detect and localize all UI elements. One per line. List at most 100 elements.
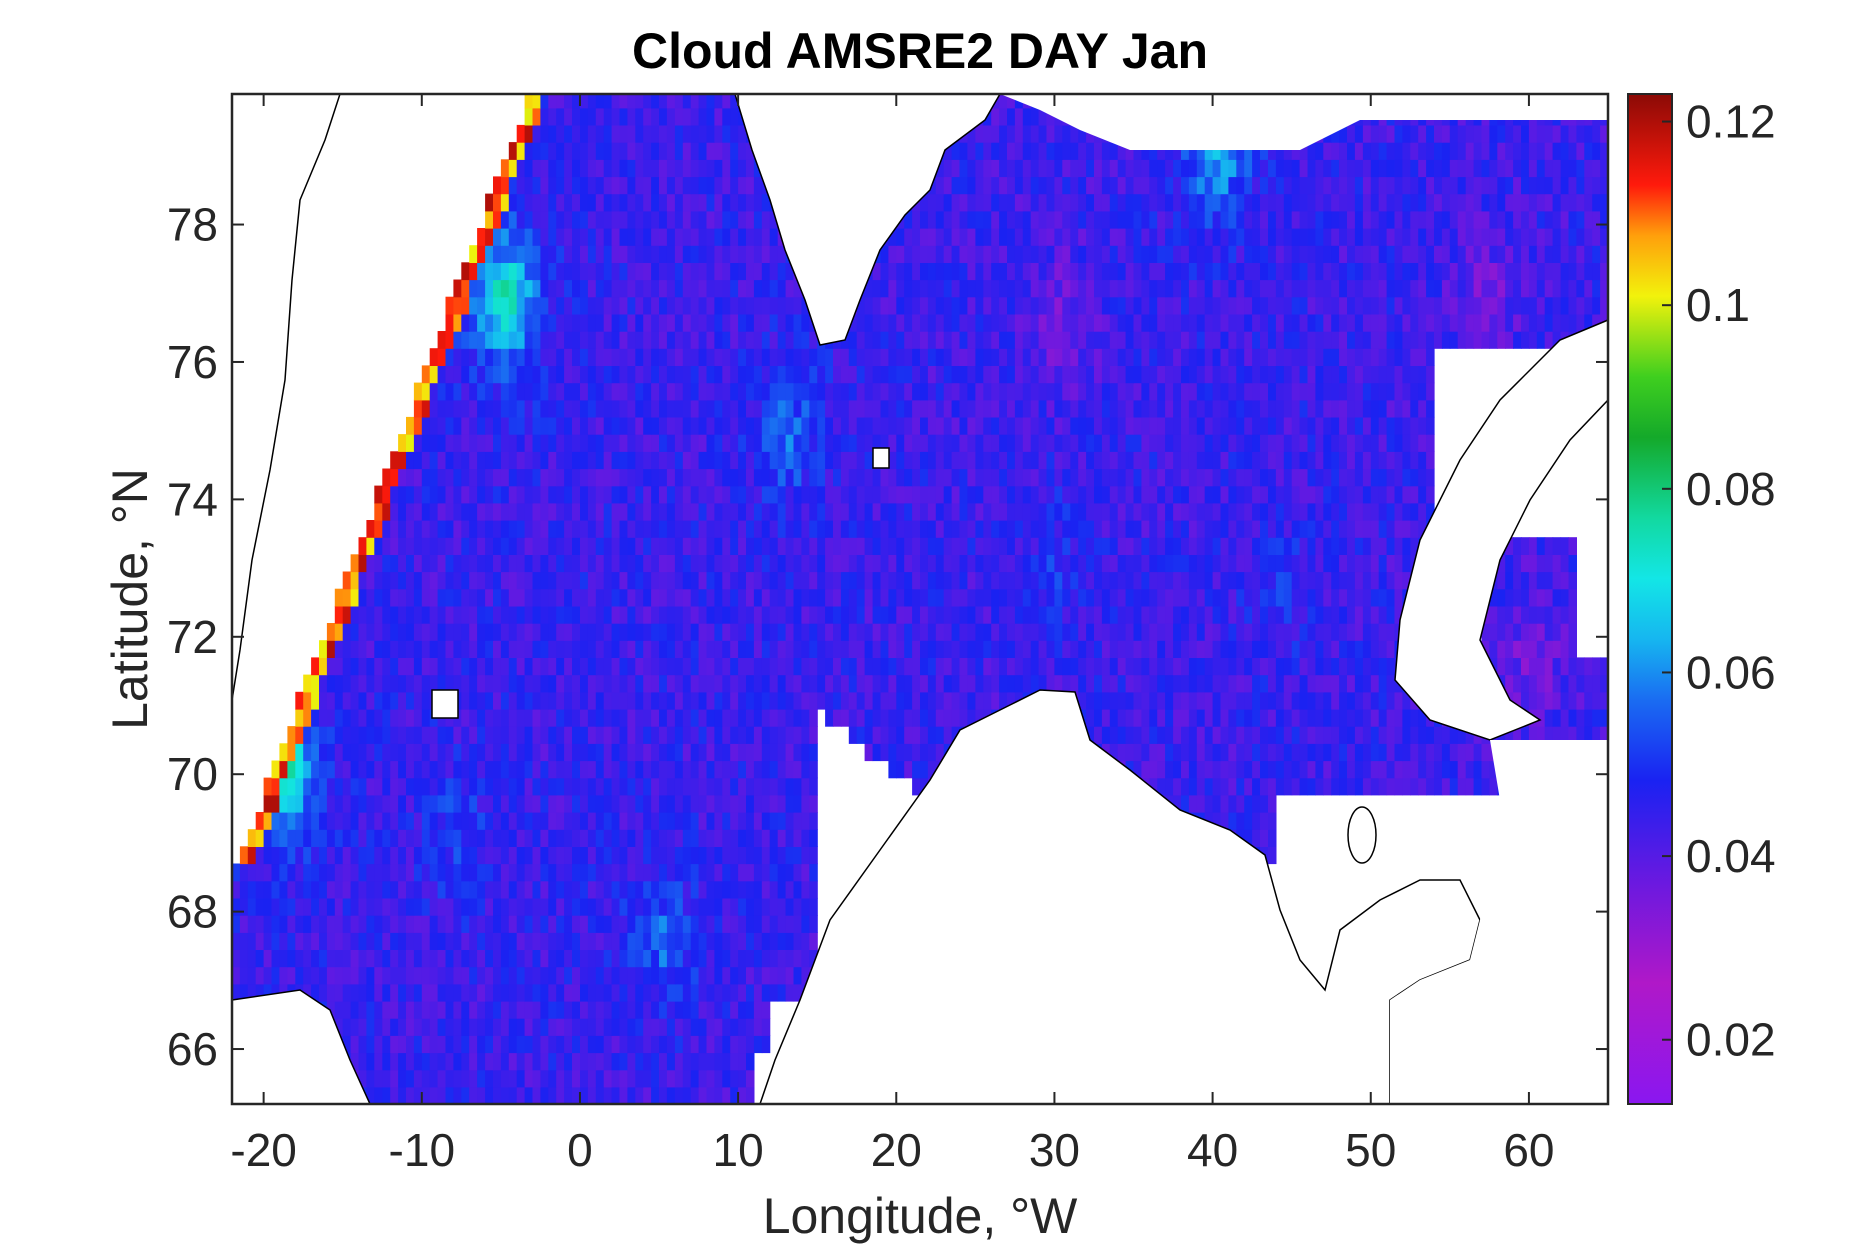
field-cell xyxy=(406,416,415,435)
field-cell xyxy=(619,554,628,573)
field-cell xyxy=(888,760,897,779)
field-cell xyxy=(864,520,874,538)
field-cell xyxy=(722,1069,731,1088)
field-cell xyxy=(587,1035,597,1054)
field-cell xyxy=(809,932,818,950)
field-cell xyxy=(429,468,439,487)
field-cell xyxy=(461,451,470,470)
field-cell xyxy=(1086,708,1095,727)
field-cell xyxy=(580,812,589,830)
field-cell xyxy=(477,1086,486,1104)
field-cell xyxy=(413,434,423,452)
field-cell xyxy=(643,863,652,882)
field-cell xyxy=(398,726,407,744)
field-cell xyxy=(738,623,747,641)
field-cell xyxy=(342,1000,352,1019)
field-cell xyxy=(508,863,518,882)
field-cell xyxy=(1141,708,1150,727)
field-cell xyxy=(398,640,407,658)
field-cell xyxy=(833,605,842,624)
field-cell xyxy=(1212,794,1222,813)
field-cell xyxy=(643,1052,652,1071)
field-cell xyxy=(888,451,897,470)
field-cell xyxy=(738,863,747,882)
field-cell xyxy=(619,966,628,985)
field-cell xyxy=(461,537,470,555)
field-cell xyxy=(1283,657,1293,676)
field-cell xyxy=(706,605,715,624)
field-cell xyxy=(1323,640,1332,658)
field-cell xyxy=(350,932,360,950)
field-cell xyxy=(682,743,692,762)
field-cell xyxy=(342,812,352,830)
field-cell xyxy=(374,846,383,865)
field-cell xyxy=(287,949,296,968)
field-cell xyxy=(619,846,628,865)
field-cell xyxy=(1236,485,1245,504)
field-cell xyxy=(532,520,541,538)
field-cell xyxy=(1157,588,1166,607)
field-cell xyxy=(793,915,802,933)
field-cell xyxy=(469,1069,478,1088)
field-cell xyxy=(1426,434,1435,452)
field-cell xyxy=(342,674,352,693)
field-cell xyxy=(382,1000,391,1019)
field-cell xyxy=(1418,708,1427,727)
field-cell xyxy=(398,502,407,521)
field-cell xyxy=(1260,743,1269,762)
field-cell xyxy=(564,1035,573,1054)
field-cell xyxy=(548,416,557,435)
field-cell xyxy=(1291,520,1301,538)
field-cell xyxy=(1457,777,1467,796)
field-cell xyxy=(437,1000,447,1019)
field-cell xyxy=(413,502,423,521)
field-cell xyxy=(896,726,905,744)
field-cell xyxy=(1062,451,1071,470)
field-cell xyxy=(350,966,360,985)
field-cell xyxy=(777,743,787,762)
field-cell xyxy=(627,502,636,521)
field-cell xyxy=(421,983,431,1002)
field-cell xyxy=(540,1069,549,1088)
field-cell xyxy=(437,1052,447,1071)
field-cell xyxy=(1196,623,1206,641)
field-cell xyxy=(651,966,660,985)
field-cell xyxy=(1315,726,1324,744)
field-cell xyxy=(1299,554,1309,573)
field-cell xyxy=(1236,537,1245,555)
field-cell xyxy=(485,1035,494,1054)
field-cell xyxy=(1165,726,1174,744)
field-cell xyxy=(975,640,984,658)
field-cell xyxy=(888,726,897,744)
field-cell xyxy=(564,726,573,744)
field-cell xyxy=(524,897,534,916)
field-cell xyxy=(935,691,945,710)
field-cell xyxy=(1014,485,1024,504)
field-cell xyxy=(1323,708,1332,727)
field-cell xyxy=(817,451,826,470)
field-cell xyxy=(651,657,660,676)
field-cell xyxy=(659,812,668,830)
field-cell xyxy=(461,640,470,658)
field-cell xyxy=(1228,537,1237,555)
field-cell xyxy=(706,468,715,487)
field-cell xyxy=(358,691,367,710)
field-cell xyxy=(666,1069,676,1088)
field-cell xyxy=(1291,434,1301,452)
field-cell xyxy=(398,1069,407,1088)
field-cell xyxy=(809,502,818,521)
field-cell xyxy=(437,932,447,950)
field-cell xyxy=(714,1018,723,1036)
field-cell xyxy=(239,983,249,1002)
field-cell xyxy=(413,829,423,847)
field-cell xyxy=(1252,794,1261,813)
field-cell xyxy=(382,726,391,744)
field-cell xyxy=(722,623,731,641)
field-cell xyxy=(833,520,842,538)
field-cell xyxy=(326,640,336,658)
field-cell xyxy=(659,983,668,1002)
field-cell xyxy=(1260,502,1269,521)
field-cell xyxy=(603,880,613,899)
field-cell xyxy=(524,1086,534,1104)
field-cell xyxy=(1323,657,1332,676)
